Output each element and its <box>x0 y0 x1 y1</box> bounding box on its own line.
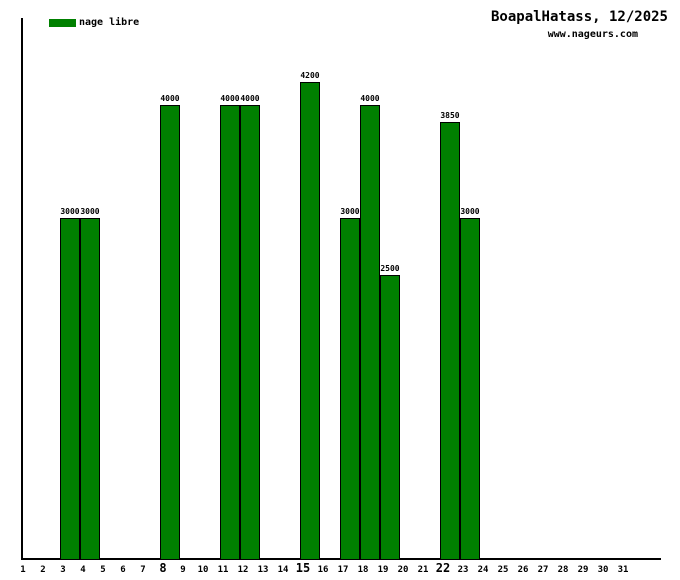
x-axis-ticks: 1 2 3 4 5 6 7 8 9 10 11 12 13 14 15 16 17 18 19 20 21 22 23 24 2… <box>0 560 680 580</box>
x-tick-label-18: 18 <box>357 565 369 575</box>
bar-value-label: 3000 <box>80 207 100 216</box>
legend-swatch <box>49 19 76 27</box>
bar-value-label: 4000 <box>220 94 240 103</box>
site-url: www.nageurs.com <box>547 29 638 40</box>
bar-value-label: 4000 <box>360 94 380 103</box>
legend-label: nage libre <box>79 17 140 28</box>
bar-day-3 <box>60 218 80 560</box>
x-tick-label-26: 26 <box>517 565 529 575</box>
chart-title: BoapalHatass, 12/2025 <box>490 9 668 25</box>
x-tick-label-21: 21 <box>417 565 429 575</box>
bar-day-12 <box>240 105 260 560</box>
x-tick-label-16: 16 <box>317 565 329 575</box>
x-tick-label-24: 24 <box>477 565 489 575</box>
x-tick-label-3: 3 <box>60 565 66 575</box>
x-tick-label-8: 8 <box>159 561 167 575</box>
bar-value-label: 3000 <box>60 207 80 216</box>
bar-value-label: 3000 <box>460 207 480 216</box>
x-tick-label-25: 25 <box>497 565 509 575</box>
bar-value-label: 4000 <box>160 94 180 103</box>
bar-day-23 <box>460 218 480 560</box>
x-tick-label-29: 29 <box>577 565 589 575</box>
x-tick-label-17: 17 <box>337 565 349 575</box>
x-tick-label-10: 10 <box>197 565 209 575</box>
x-tick-label-23: 23 <box>457 565 469 575</box>
x-tick-label-4: 4 <box>80 565 86 575</box>
x-tick-label-27: 27 <box>537 565 549 575</box>
x-tick-label-5: 5 <box>100 565 106 575</box>
bar-day-8 <box>160 105 180 560</box>
x-tick-label-6: 6 <box>120 565 126 575</box>
x-tick-label-15: 15 <box>295 561 311 575</box>
bar-day-22 <box>440 122 460 560</box>
x-tick-label-9: 9 <box>180 565 186 575</box>
bar-day-19 <box>380 275 400 560</box>
x-tick-label-28: 28 <box>557 565 569 575</box>
bar-day-4 <box>80 218 100 560</box>
x-tick-label-31: 31 <box>617 565 629 575</box>
bar-value-label: 3850 <box>440 111 460 120</box>
bar-value-label: 3000 <box>340 207 360 216</box>
x-tick-label-30: 30 <box>597 565 609 575</box>
x-tick-label-11: 11 <box>217 565 229 575</box>
x-tick-label-20: 20 <box>397 565 409 575</box>
x-tick-label-12: 12 <box>237 565 249 575</box>
bar-day-18 <box>360 105 380 560</box>
bar-day-15 <box>300 82 320 560</box>
bar-day-17 <box>340 218 360 560</box>
bar-value-label: 4200 <box>300 71 320 80</box>
x-tick-label-13: 13 <box>257 565 269 575</box>
bar-value-label: 4000 <box>240 94 260 103</box>
x-tick-label-19: 19 <box>377 565 389 575</box>
x-tick-label-14: 14 <box>277 565 289 575</box>
x-tick-label-7: 7 <box>140 565 146 575</box>
x-tick-label-2: 2 <box>40 565 46 575</box>
bar-value-label: 2500 <box>380 264 400 273</box>
x-tick-label-1: 1 <box>20 565 26 575</box>
y-axis-line <box>21 18 23 560</box>
x-tick-label-22: 22 <box>435 561 451 575</box>
bar-day-11 <box>220 105 240 560</box>
